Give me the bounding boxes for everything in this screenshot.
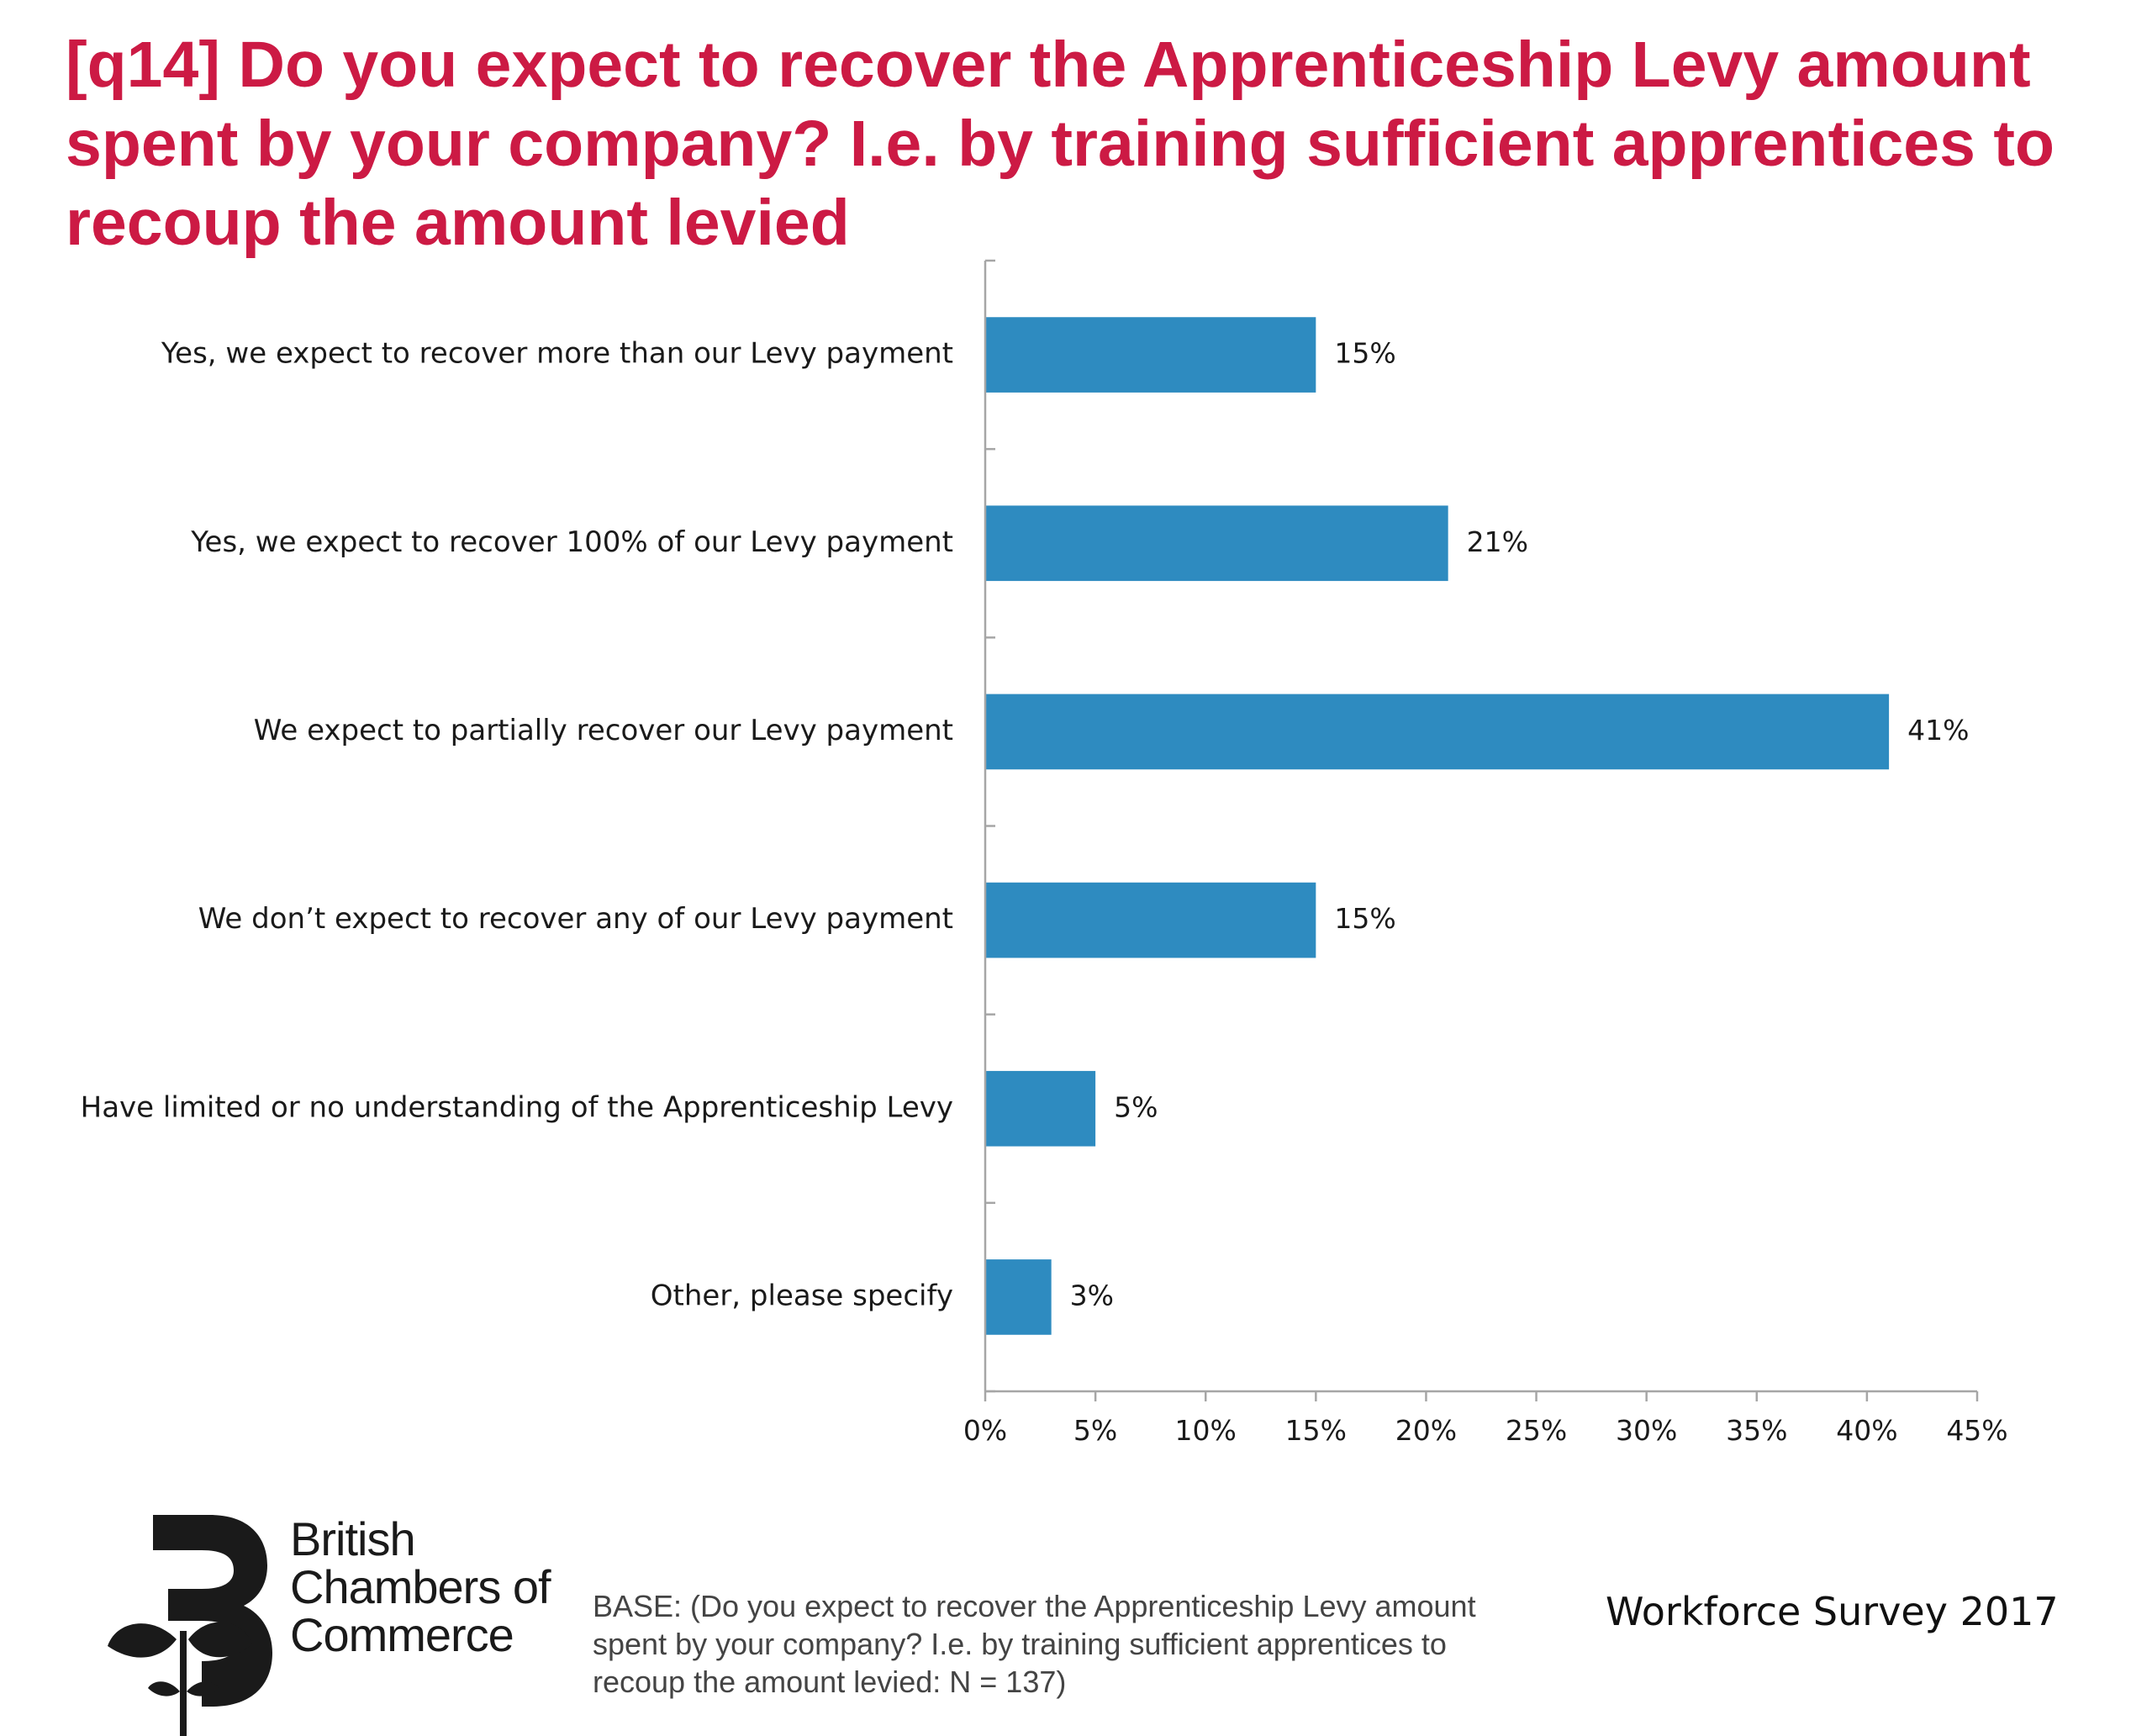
- category-label: We don’t expect to recover any of our Le…: [198, 902, 953, 936]
- x-tick-label: 45%: [1946, 1414, 2007, 1447]
- category-label: Yes, we expect to recover more than our …: [161, 337, 953, 371]
- logo-line: British: [290, 1512, 416, 1565]
- bar: [985, 317, 1316, 393]
- category-label: Have limited or no understanding of the …: [81, 1090, 953, 1124]
- x-tick-label: 0%: [963, 1414, 1007, 1447]
- x-tick-label: 20%: [1395, 1414, 1457, 1447]
- bar: [985, 694, 1890, 770]
- category-label: We expect to partially recover our Levy …: [254, 714, 953, 747]
- bar: [985, 1070, 1096, 1147]
- x-tick-label: 30%: [1616, 1414, 1677, 1447]
- bcc-logo: British Chambers of Commerce: [101, 1505, 572, 1736]
- x-tick-label: 5%: [1073, 1414, 1117, 1447]
- bar: [985, 1259, 1052, 1335]
- x-tick-label: 35%: [1726, 1414, 1787, 1447]
- x-tick-label: 15%: [1285, 1414, 1347, 1447]
- data-label: 15%: [1334, 337, 1395, 370]
- bar-chart: Yes, we expect to recover more than our …: [81, 259, 2008, 1447]
- x-tick-label: 10%: [1175, 1414, 1237, 1447]
- category-label: Yes, we expect to recover 100% of our Le…: [190, 525, 953, 559]
- data-label: 41%: [1907, 714, 1969, 747]
- logo-line: Chambers of: [290, 1560, 551, 1613]
- category-label: Other, please specify: [651, 1279, 953, 1312]
- logo-line: Commerce: [290, 1608, 514, 1661]
- data-label: 21%: [1467, 525, 1528, 558]
- bcc-logo-text: British Chambers of Commerce: [290, 1515, 551, 1659]
- base-note: BASE: (Do you expect to recover the Appr…: [593, 1589, 1476, 1699]
- bar: [985, 505, 1448, 582]
- data-label: 3%: [1070, 1279, 1114, 1311]
- survey-name: Workforce Survey 2017: [1606, 1589, 2059, 1634]
- data-label: 15%: [1334, 902, 1395, 935]
- x-tick-label: 25%: [1506, 1414, 1567, 1447]
- x-tick-label: 40%: [1836, 1414, 1897, 1447]
- chart-title: [q14] Do you expect to recover the Appre…: [66, 29, 2055, 259]
- bar: [985, 882, 1316, 958]
- bcc-logo-mark-icon: [108, 1515, 272, 1736]
- data-label: 5%: [1114, 1090, 1158, 1123]
